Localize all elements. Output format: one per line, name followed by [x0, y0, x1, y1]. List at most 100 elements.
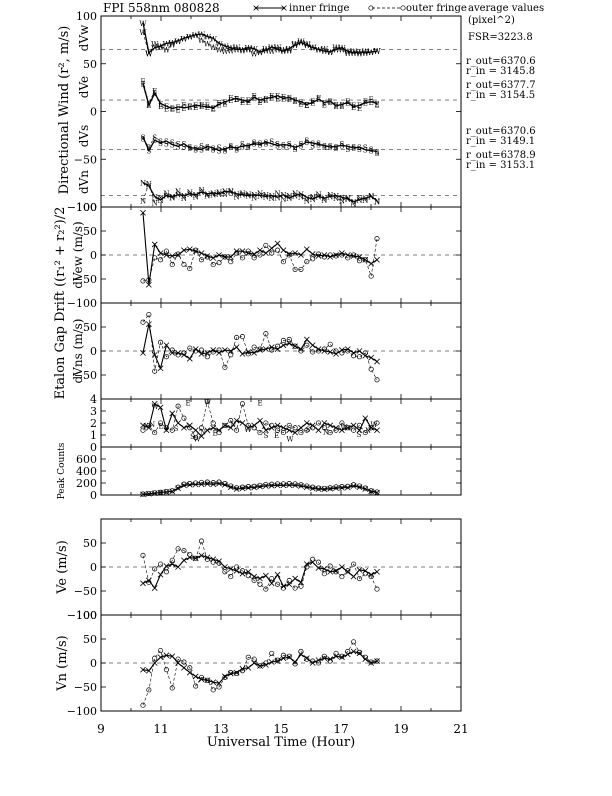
legend-outer-marker	[400, 5, 406, 11]
fit-outer-point	[222, 422, 228, 428]
dirwind-inner-letter: E	[199, 103, 204, 111]
peak-outer-point	[163, 489, 169, 495]
fit-inner-point	[286, 427, 293, 434]
fit-outer-point	[310, 425, 316, 431]
dvns-outer-point	[234, 335, 240, 341]
fit-outer-point	[339, 420, 345, 426]
fit-inner-point	[327, 422, 334, 429]
dirwind-r-out: r_out=6370.6	[466, 126, 536, 137]
dirwind-inner-letter: W	[368, 49, 376, 57]
fit-marker-letter: N	[200, 428, 206, 436]
vn-outer-point	[140, 702, 146, 708]
fit-outer-point	[257, 430, 263, 436]
dirwind-outer-letter: W	[280, 46, 288, 54]
dvns-inner-point	[222, 347, 228, 353]
dirwind-outer-letter: E	[211, 106, 216, 114]
dvew-inner-point	[362, 256, 369, 263]
fit-outer-point	[298, 430, 304, 436]
vn-outer-point	[333, 650, 339, 656]
fit-inner-point	[274, 422, 281, 429]
dvns-y-ticks: 50 0 −50	[74, 302, 461, 400]
dirwind-outer-letter: S	[369, 146, 374, 154]
vn-inner-point	[274, 658, 281, 664]
dirwind-inner-letter: N	[269, 193, 275, 201]
dvew-outer-point	[187, 265, 193, 271]
dvew-outer-point	[140, 278, 146, 284]
dirwind-inner-letter: N	[140, 180, 146, 188]
dirwind-inner-letter: S	[152, 137, 157, 145]
dirwind-inner-letter: W	[233, 46, 241, 54]
dvew-y-tick-label: −50	[74, 273, 97, 286]
peak-outer-point	[321, 485, 327, 491]
vn-outer-point	[257, 663, 263, 669]
dirwind-inner-letter: S	[340, 142, 345, 150]
dirwind-inner-letter: W	[192, 32, 200, 40]
dirwind-outer-letter: E	[339, 103, 344, 111]
ve-inner-point	[140, 580, 146, 587]
dirwind-outer-letter: S	[205, 145, 210, 153]
dirwind-inner-letter: W	[151, 45, 159, 53]
dirwind-outer-letter: W	[309, 44, 317, 52]
dirwind-outer-line	[142, 136, 378, 154]
dirwind-outer-letter: E	[246, 97, 251, 105]
ve-inner-point	[257, 575, 263, 582]
dirwind-outer-letter: N	[321, 197, 327, 205]
ve-inner-point	[268, 580, 275, 587]
dirwind-outer-letter: W	[344, 50, 352, 58]
dirwind-inner-letter: E	[240, 97, 245, 105]
dirwind-inner-letter: N	[216, 191, 222, 199]
ve-inner-point	[157, 571, 164, 578]
ve-inner-point	[262, 572, 269, 579]
ve-outer-point	[146, 579, 152, 585]
dirwind-inner-letter: S	[258, 142, 263, 150]
peak-outer-point	[286, 481, 292, 487]
dirwind-outer-letter: W	[268, 48, 276, 56]
vn-outer-point	[280, 652, 286, 658]
dirwind-y-tick-label: −100	[67, 201, 97, 214]
dirwind-inner-letter: S	[375, 148, 380, 156]
x-axis-labels: 9 11 13 15 17 19 21	[97, 722, 468, 736]
fit-outer-point	[321, 425, 327, 431]
ve-inner-point	[222, 564, 228, 570]
dirwind-outer-letter: E	[158, 103, 163, 111]
vn-outer-point	[368, 659, 374, 665]
dirwind-outer-letter: N	[356, 194, 362, 202]
dirwind-outer-letter: N	[327, 192, 333, 200]
dirwind-inner-letter: E	[333, 103, 338, 111]
fit-y-tick-label: 2	[90, 417, 97, 430]
vn-inner-point	[350, 648, 357, 655]
dvns-outer-point	[374, 377, 380, 383]
dirwind-inner-letter: E	[152, 90, 157, 98]
dvew-outer-point	[234, 250, 240, 256]
ve-inner-point	[292, 575, 298, 582]
dirwind-outer-letter: N	[263, 192, 269, 200]
fit-marker-letter: W	[193, 436, 201, 444]
peak-inner-point	[350, 483, 357, 489]
fit-marker-letter: N	[143, 422, 149, 430]
dvew-outer-point	[356, 258, 363, 264]
x-tick-label: 19	[393, 722, 408, 736]
peak-outer-point	[169, 488, 175, 494]
fit-marker-letter: E	[185, 400, 190, 408]
vn-inner-point	[140, 666, 146, 673]
vn-inner-point	[210, 679, 217, 686]
fit-inner-point	[257, 417, 263, 424]
dirwind-row-dVw: WWWWWWWWWWWWWWWWWWWWWWWWWWWWWWWWWWWWWWWW…	[77, 20, 461, 59]
dirwind-inner-letter: N	[245, 193, 251, 201]
vn-outer-point	[222, 674, 228, 680]
dirwind-inner-letter: E	[170, 106, 175, 114]
dirwind-outer-letter: W	[215, 46, 223, 54]
vn-outer-point	[251, 656, 257, 662]
vn-x-ticks	[100, 615, 462, 711]
dirwind-outer-letter: E	[140, 78, 145, 86]
dvew-y-tick-label: −100	[67, 297, 97, 310]
dirwind-outer-letter: N	[210, 192, 216, 200]
vn-inner-point	[303, 655, 310, 662]
fit-inner-point	[292, 429, 298, 436]
dirwind-inner-letter: S	[357, 144, 362, 152]
ve-inner-point	[233, 567, 240, 574]
dirwind-inner-letter: W	[327, 49, 335, 57]
dirwind-outer-letter: W	[198, 37, 206, 45]
